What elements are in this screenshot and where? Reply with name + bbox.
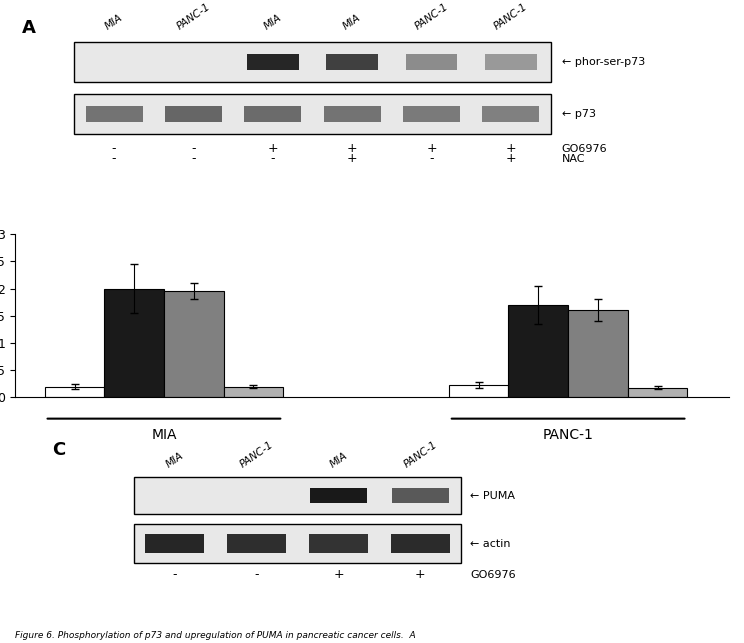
Text: +: +	[347, 142, 357, 155]
Text: ← phor-ser-p73: ← phor-ser-p73	[562, 57, 645, 67]
Bar	[164, 291, 224, 397]
Bar	[104, 289, 164, 397]
Text: ← p73: ← p73	[562, 109, 596, 120]
Text: ← PUMA: ← PUMA	[470, 491, 515, 501]
Text: NAC: NAC	[562, 154, 586, 164]
Text: -: -	[191, 152, 196, 165]
Text: PANC-1: PANC-1	[175, 2, 212, 32]
Text: +: +	[415, 568, 426, 581]
Text: C: C	[52, 442, 65, 460]
Text: GO6976: GO6976	[470, 570, 516, 580]
Text: PANC-1: PANC-1	[542, 428, 594, 442]
Text: MIA: MIA	[328, 451, 349, 469]
Text: +: +	[347, 152, 357, 165]
Text: MIA: MIA	[103, 13, 125, 32]
Bar	[449, 385, 508, 397]
Text: ← actin: ← actin	[470, 538, 510, 548]
Text: MIA: MIA	[341, 13, 363, 32]
Bar	[628, 388, 687, 397]
Text: PANC-1: PANC-1	[238, 440, 275, 469]
Text: +: +	[426, 142, 437, 155]
Text: +: +	[506, 142, 516, 155]
Bar	[45, 386, 104, 397]
Text: A: A	[22, 19, 36, 37]
Text: GO6976: GO6976	[562, 143, 607, 154]
Text: -: -	[254, 568, 259, 581]
Bar	[224, 386, 283, 397]
Text: PANC-1: PANC-1	[493, 2, 530, 32]
Text: +: +	[268, 142, 278, 155]
Text: Figure 6. Phosphorylation of p73 and upregulation of PUMA in pancreatic cancer c: Figure 6. Phosphorylation of p73 and upr…	[15, 631, 415, 640]
Text: MIA: MIA	[151, 428, 177, 442]
Text: PANC-1: PANC-1	[402, 440, 439, 469]
Text: -: -	[271, 152, 275, 165]
Bar	[568, 311, 628, 397]
Text: +: +	[333, 568, 344, 581]
Text: MIA: MIA	[262, 13, 283, 32]
Text: -: -	[191, 142, 196, 155]
Text: -: -	[429, 152, 434, 165]
Bar	[508, 305, 568, 397]
Text: +: +	[506, 152, 516, 165]
Text: -: -	[112, 142, 116, 155]
Text: -: -	[112, 152, 116, 165]
Text: MIA: MIA	[164, 451, 185, 469]
Text: PANC-1: PANC-1	[413, 2, 450, 32]
Text: -: -	[173, 568, 177, 581]
